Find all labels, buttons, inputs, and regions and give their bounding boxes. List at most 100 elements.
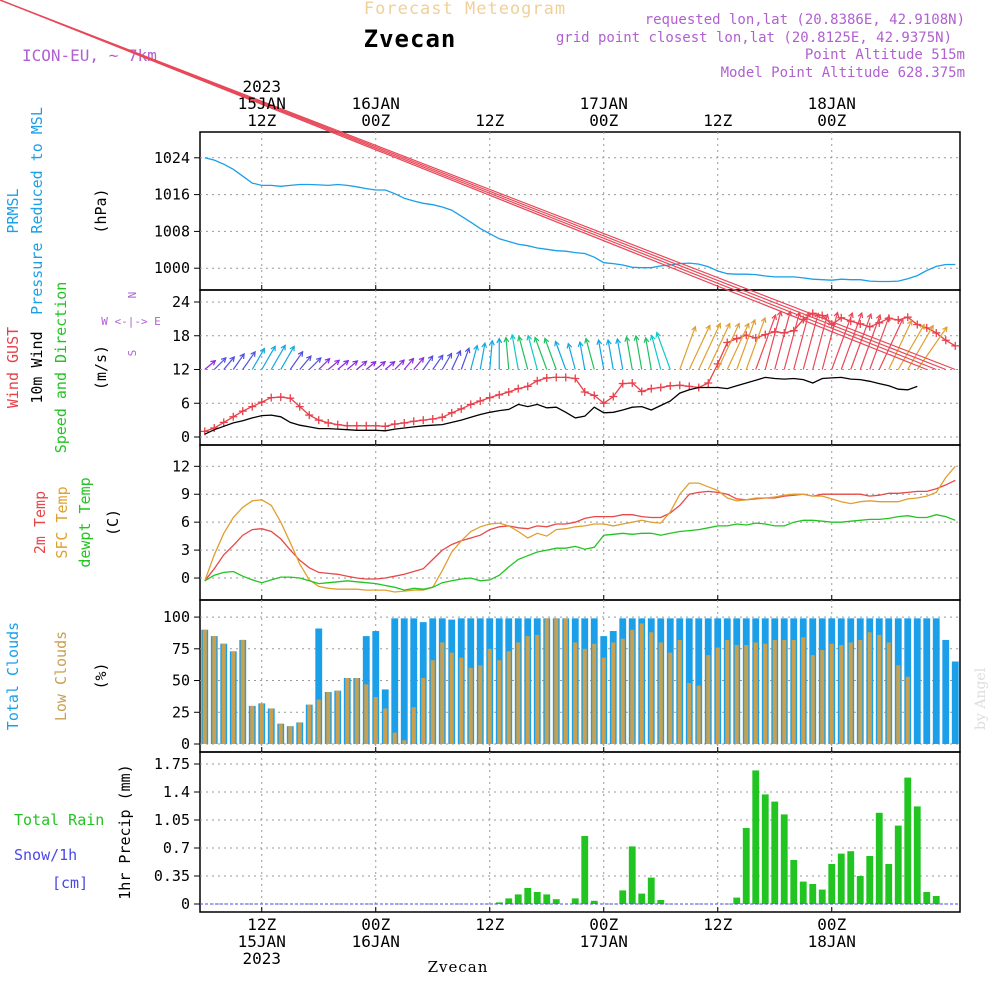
y-tick-label: 0.7 [163,839,190,857]
wind-arrow-head [503,336,510,343]
cloud-low-bar [601,657,606,744]
wind-arrow [755,314,777,370]
gust-marker [343,421,352,430]
gust-marker [476,397,485,405]
cloud-low-bar [905,676,910,744]
wind-arrow [289,351,304,370]
wind-arrow [736,319,756,370]
cloud-low-bar [297,722,302,744]
y-tick-label: 0 [181,895,190,913]
time-label-bottom: 2023 [242,949,281,968]
cloud-low-bar [734,645,739,744]
cloud-low-bar [801,637,806,744]
wind-arrow [327,359,340,370]
panel-frame [199,131,961,291]
wind-arrow-head [942,326,948,333]
gust-marker [428,415,437,423]
wind-arrow-head [361,360,368,367]
precip-bar [733,897,741,904]
gust-marker [352,421,361,430]
wind-arrow [261,345,276,370]
wind-arrow-head [399,359,406,366]
cloud-low-bar [867,632,872,744]
wind-arrow [907,325,934,370]
y-axis-label: Low Clouds [52,631,70,721]
cloud-low-bar [611,642,616,744]
wind-arrow-head [596,338,603,345]
wind-arrow [635,335,643,370]
gridpoint-coords: grid point closest lon,lat (20.8125E, 42… [556,30,952,46]
wind-arrow [625,336,633,370]
wind-arrow [726,323,750,370]
wind-arrow [840,312,863,370]
gust-marker [438,413,447,422]
wind-arrow-head [229,355,236,362]
wind-arrow [441,353,453,370]
gust-marker [200,427,209,436]
cloud-low-bar [630,629,635,744]
y-axis-unit: (%) [92,662,110,689]
gust-marker [590,391,599,400]
wind-arrow [645,337,652,370]
precip-bar [780,814,788,904]
wind-arrow [403,358,414,370]
wind-arrow-head [473,344,479,351]
y-axis-label: Wind GUST [4,327,22,408]
cloud-low-bar [449,652,454,744]
wind-arrow [365,361,377,370]
wind-arrow [479,343,486,370]
wind-arrow [489,340,493,370]
time-label-top: 15JAN [238,94,286,113]
wind-arrow [607,339,614,370]
y-tick-label: 75 [172,640,190,658]
wind-arrow [346,360,358,370]
legend-snow-unit: [cm] [52,874,88,892]
wind-arrow-head [928,324,934,331]
gust-marker [903,313,912,322]
time-label-top: 12Z [247,111,276,130]
precip-bar [514,894,522,904]
wind-arrow-head [533,336,540,343]
wind-arrow [679,326,696,370]
precip-bar [771,801,779,904]
gust-marker [409,417,418,426]
panel-frame [199,751,961,913]
wind-arrow-head [509,333,516,340]
wind-arrow [774,311,791,370]
y-tick-label: 12 [172,361,190,379]
wind-arrow [251,348,265,370]
wind-arrow [802,313,819,370]
precip-bar [837,853,845,904]
cloud-low-bar [715,647,720,744]
y-axis-label: Pressure Reduced to MSL [28,107,46,315]
cloud-low-bar [753,642,758,744]
wind-arrow-head [306,355,312,362]
time-label-bottom: 17JAN [580,932,628,951]
wind-arrow-head [857,311,864,319]
gust-marker [238,407,247,416]
wind-arrow-head [343,359,350,366]
wind-arrow-head [280,344,286,351]
cloud-low-bar [563,618,568,744]
wind-arrow-head [418,356,425,363]
wind-arrow [717,323,740,370]
wind-arrow [223,356,235,370]
gust-marker [751,334,760,342]
cloud-low-bar [202,629,207,744]
cloud-total-bar [695,618,703,744]
gust-marker [314,416,323,425]
cloud-low-bar [658,642,663,744]
wind-arrow [579,341,586,370]
cloud-low-bar [487,648,492,744]
wind-arrow-head [919,323,925,330]
wind-arrow [688,325,711,370]
gust-marker [618,379,627,388]
wind-arrow-head [885,314,891,322]
cloud-low-bar [896,665,901,744]
y-tick-label: 1000 [154,259,190,277]
wind-arrow-head [643,336,650,343]
wind-arrow [318,358,331,370]
gust-marker [324,418,333,427]
cloud-total-bar [932,618,940,744]
y-axis-label: dewpt Temp [76,477,94,567]
